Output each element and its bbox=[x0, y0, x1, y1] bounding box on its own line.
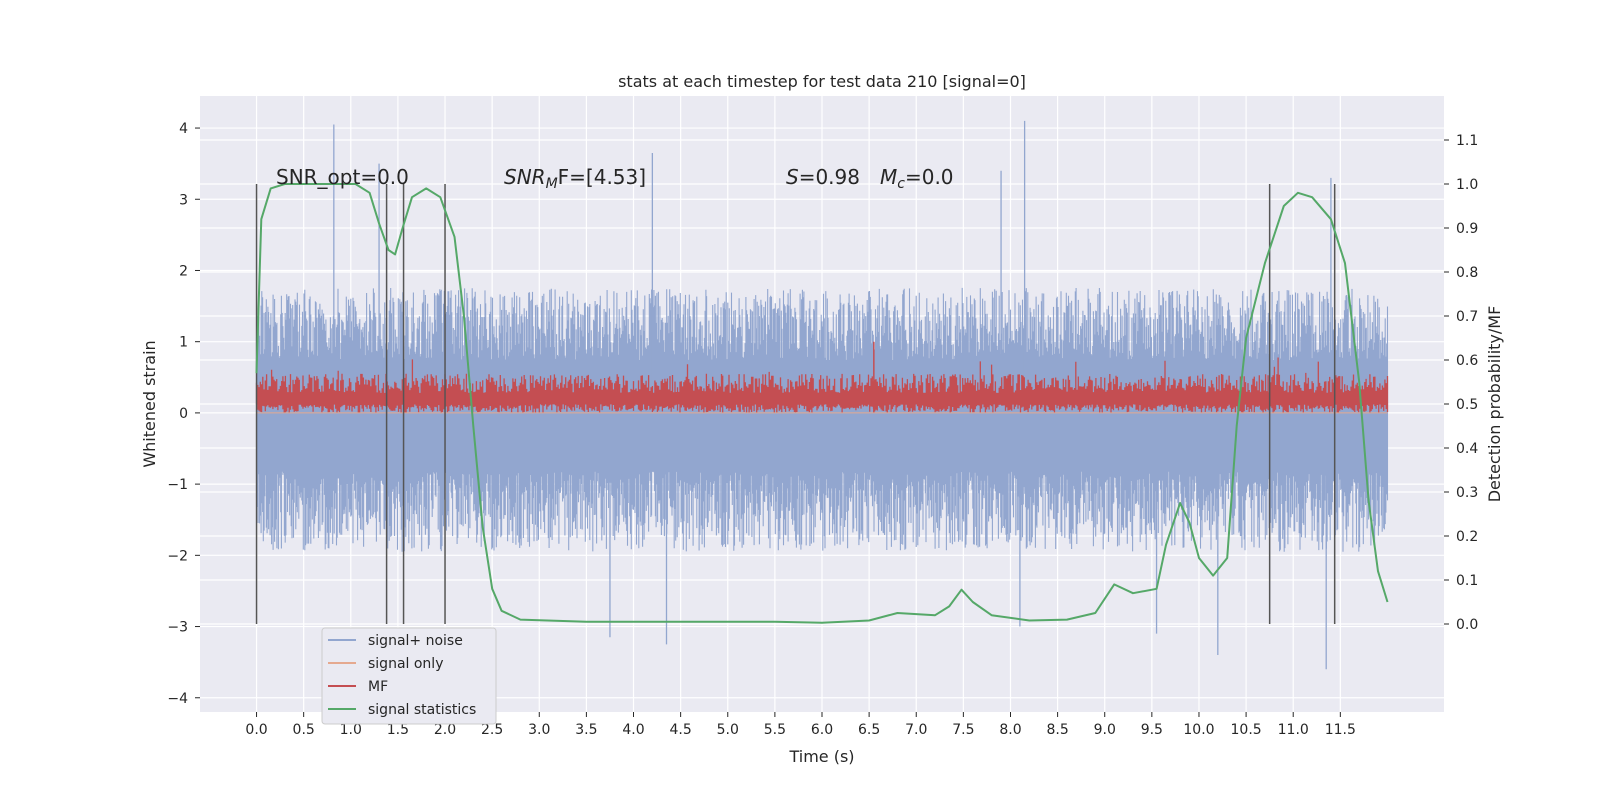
y2-tick-label: 0.5 bbox=[1456, 397, 1478, 413]
series-signal-noise bbox=[255, 120, 1389, 670]
y-tick-label: −3 bbox=[167, 620, 188, 636]
x-tick-label: 0.0 bbox=[245, 722, 267, 738]
x-tick-label: 3.5 bbox=[575, 722, 597, 738]
y-tick-label: 1 bbox=[179, 335, 188, 351]
y-axis-label: Whitened strain bbox=[140, 340, 159, 467]
y2-tick-label: 0.0 bbox=[1456, 617, 1478, 633]
y2-tick-label: 0.6 bbox=[1456, 353, 1478, 369]
annotation-s: S=0.98 bbox=[786, 165, 860, 189]
y-tick-label: 0 bbox=[179, 406, 188, 422]
y2-tick-label: 1.0 bbox=[1456, 177, 1478, 193]
y2-tick-label: 0.8 bbox=[1456, 265, 1478, 281]
vertical-marker-lines bbox=[255, 184, 1336, 624]
x-tick-label: 10.5 bbox=[1231, 722, 1262, 738]
y2-axis-ticks: 1.1 1.0 0.9 0.8 0.7 0.6 0.5 0.4 0.3 0.2 0.1 0.0 bbox=[1444, 133, 1478, 633]
y2-tick-label: 0.9 bbox=[1456, 221, 1478, 237]
x-tick-label: 10.0 bbox=[1183, 722, 1214, 738]
legend-frame bbox=[321, 627, 497, 725]
y2-tick-label: 1.1 bbox=[1456, 133, 1478, 149]
x-tick-label: 5.0 bbox=[717, 722, 739, 738]
annotation-snr-mf: SNRMF=[4.53] bbox=[504, 165, 646, 192]
legend-label-signal-statistics: signal statistics bbox=[368, 702, 476, 718]
annotation-mc: Mc=0.0 bbox=[880, 165, 954, 192]
y-tick-label: −1 bbox=[167, 477, 188, 493]
series-signal-statistics bbox=[255, 183, 1389, 624]
x-axis-ticks: 0.0 0.5 1.0 1.5 2.0 2.5 3.0 3.5 4.0 4.5 5.0 5.5 6.0 6… bbox=[245, 712, 1356, 738]
x-tick-label: 4.5 bbox=[670, 722, 692, 738]
y2-axis-label: Detection probability/MF bbox=[1485, 306, 1504, 503]
x-tick-label: 8.5 bbox=[1046, 722, 1068, 738]
legend-label-signal-only: signal only bbox=[368, 656, 443, 672]
x-tick-label: 2.5 bbox=[481, 722, 503, 738]
y2-tick-label: 0.3 bbox=[1456, 485, 1478, 501]
x-tick-label: 6.0 bbox=[811, 722, 833, 738]
x-tick-label: 4.0 bbox=[622, 722, 644, 738]
y2-tick-label: 0.1 bbox=[1456, 573, 1478, 589]
x-tick-label: 1.0 bbox=[340, 722, 362, 738]
legend: signal+ noise signal only MF signal stat… bbox=[321, 627, 497, 725]
signal-statistics-line bbox=[255, 183, 1389, 624]
x-tick-label: 9.0 bbox=[1094, 722, 1116, 738]
y-tick-label: 2 bbox=[179, 263, 188, 279]
x-tick-label: 5.5 bbox=[764, 722, 786, 738]
x-tick-label: 11.5 bbox=[1325, 722, 1356, 738]
y-tick-label: −4 bbox=[167, 691, 188, 707]
y-axis-ticks: 4 3 2 1 0 −1 −2 −3 −4 bbox=[167, 121, 200, 707]
annotation-snr-opt: SNR_opt=0.0 bbox=[276, 165, 409, 189]
y2-tick-label: 0.4 bbox=[1456, 441, 1478, 457]
x-tick-label: 11.0 bbox=[1278, 722, 1309, 738]
legend-label-signal-noise: signal+ noise bbox=[368, 633, 463, 649]
x-tick-label: 1.5 bbox=[387, 722, 409, 738]
x-tick-label: 7.5 bbox=[952, 722, 974, 738]
x-axis-label: Time (s) bbox=[788, 747, 854, 766]
y2-tick-label: 0.2 bbox=[1456, 529, 1478, 545]
y-tick-label: 3 bbox=[179, 192, 188, 208]
legend-label-mf: MF bbox=[368, 679, 388, 695]
x-tick-label: 0.5 bbox=[293, 722, 315, 738]
y-tick-label: −2 bbox=[167, 548, 188, 564]
chart-title: stats at each timestep for test data 210… bbox=[618, 72, 1026, 91]
y2-tick-label: 0.7 bbox=[1456, 309, 1478, 325]
x-tick-label: 2.0 bbox=[434, 722, 456, 738]
x-tick-label: 8.0 bbox=[999, 722, 1021, 738]
x-tick-label: 7.0 bbox=[905, 722, 927, 738]
x-tick-label: 3.0 bbox=[528, 722, 550, 738]
x-tick-label: 6.5 bbox=[858, 722, 880, 738]
y-tick-label: 4 bbox=[179, 121, 188, 137]
x-tick-label: 9.5 bbox=[1141, 722, 1163, 738]
